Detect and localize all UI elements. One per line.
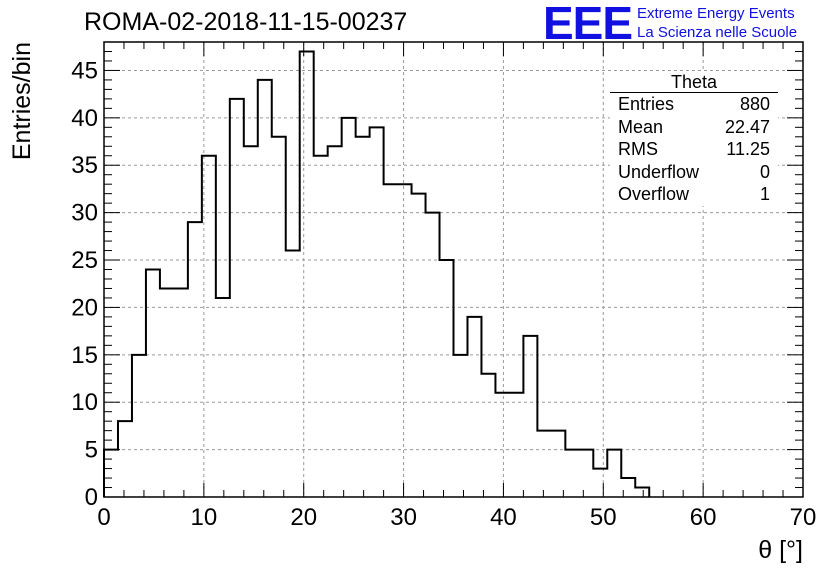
eee-logo: EEE bbox=[543, 0, 633, 49]
x-tick-label: 10 bbox=[191, 504, 218, 531]
histogram-bin bbox=[607, 450, 621, 497]
histogram-bin bbox=[593, 469, 607, 497]
histogram-bin bbox=[188, 222, 202, 497]
stats-row-mean: Mean 22.47 bbox=[610, 116, 778, 139]
x-tick-label: 50 bbox=[590, 504, 617, 531]
y-tick-label: 25 bbox=[71, 247, 98, 274]
histogram-bin bbox=[328, 146, 342, 497]
stats-row-overflow: Overflow 1 bbox=[610, 183, 778, 206]
histogram-bin bbox=[202, 156, 216, 497]
logo-caption: Extreme Energy Events La Scienza nelle S… bbox=[637, 4, 797, 42]
stats-value: 880 bbox=[739, 94, 770, 114]
histogram-bin bbox=[495, 393, 509, 497]
stats-label: Entries bbox=[618, 94, 675, 114]
stats-row-rms: RMS 11.25 bbox=[610, 138, 778, 161]
histogram-bin bbox=[579, 450, 593, 497]
histogram-bin bbox=[454, 355, 468, 497]
histogram-bin bbox=[132, 355, 146, 497]
y-tick-label: 45 bbox=[71, 57, 98, 84]
histogram-bin bbox=[509, 393, 523, 497]
logo-caption-line2: La Scienza nelle Scuole bbox=[637, 24, 798, 41]
histogram-bin bbox=[467, 317, 481, 497]
x-axis-label: θ [°] bbox=[758, 536, 803, 564]
x-tick-label: 20 bbox=[290, 504, 317, 531]
stats-value: 11.25 bbox=[726, 139, 770, 159]
stats-title: Theta bbox=[610, 72, 778, 93]
y-tick-label: 30 bbox=[71, 200, 98, 227]
histogram-bin bbox=[356, 137, 370, 497]
histogram-bin bbox=[565, 450, 579, 497]
chart-title: ROMA-02-2018-11-15-00237 bbox=[84, 8, 408, 36]
plot-frame bbox=[103, 41, 804, 498]
x-tick-label: 0 bbox=[97, 504, 110, 531]
histogram-bin bbox=[412, 194, 426, 497]
stats-label: Underflow bbox=[618, 161, 700, 182]
histogram-bin bbox=[551, 431, 565, 497]
histogram-bin bbox=[621, 478, 635, 497]
stats-row-entries: Entries 880 bbox=[610, 93, 778, 116]
y-tick-label: 5 bbox=[85, 437, 98, 464]
histogram-bin bbox=[440, 260, 454, 497]
histogram-bin bbox=[537, 431, 551, 497]
histogram-bin bbox=[481, 374, 495, 497]
histogram-line bbox=[103, 50, 651, 497]
stats-box: Theta Entries 880 Mean 22.47 RMS 11.25 U… bbox=[610, 72, 778, 206]
histogram-bin bbox=[635, 488, 649, 497]
histogram-bin bbox=[384, 184, 398, 497]
logo-caption-line1: Extreme Energy Events bbox=[637, 5, 795, 22]
histogram-bin bbox=[230, 99, 244, 497]
x-tick-label: 70 bbox=[790, 504, 817, 531]
histogram-bin bbox=[160, 288, 174, 497]
y-tick-label: 15 bbox=[71, 342, 98, 369]
stats-row-underflow: Underflow 0 bbox=[610, 161, 778, 184]
histogram-bin bbox=[523, 336, 537, 497]
stats-value: 22.47 bbox=[724, 116, 770, 137]
stats-label: Overflow bbox=[618, 184, 690, 204]
y-tick-label: 40 bbox=[71, 105, 98, 132]
histogram-bin bbox=[118, 421, 132, 497]
x-tick-label: 40 bbox=[490, 504, 517, 531]
y-tick-label: 20 bbox=[71, 294, 98, 321]
stats-label: RMS bbox=[618, 139, 658, 159]
histogram-bin bbox=[104, 450, 118, 497]
histogram-bin bbox=[272, 137, 286, 497]
stats-label: Mean bbox=[618, 116, 664, 137]
histogram-bin bbox=[426, 213, 440, 497]
y-tick-label: 35 bbox=[71, 152, 98, 179]
histogram-bin bbox=[174, 288, 188, 497]
histogram-bin bbox=[146, 270, 160, 498]
y-tick-label: 10 bbox=[71, 389, 98, 416]
histogram-bin bbox=[216, 298, 230, 497]
y-tick-label: 0 bbox=[85, 484, 98, 511]
stats-value: 1 bbox=[759, 184, 770, 204]
histogram-bin bbox=[370, 127, 384, 497]
histogram-bin bbox=[300, 51, 314, 497]
x-tick-label: 60 bbox=[690, 504, 717, 531]
histogram-bin bbox=[314, 156, 328, 497]
y-axis-label: Entries/bin bbox=[8, 42, 36, 160]
stats-value: 0 bbox=[759, 161, 770, 182]
x-tick-label: 30 bbox=[390, 504, 417, 531]
histogram-bin bbox=[244, 146, 258, 497]
histogram-bin bbox=[258, 80, 272, 497]
histogram-bin bbox=[342, 118, 356, 497]
histogram-bin bbox=[286, 251, 300, 497]
histogram-bin bbox=[398, 184, 412, 497]
